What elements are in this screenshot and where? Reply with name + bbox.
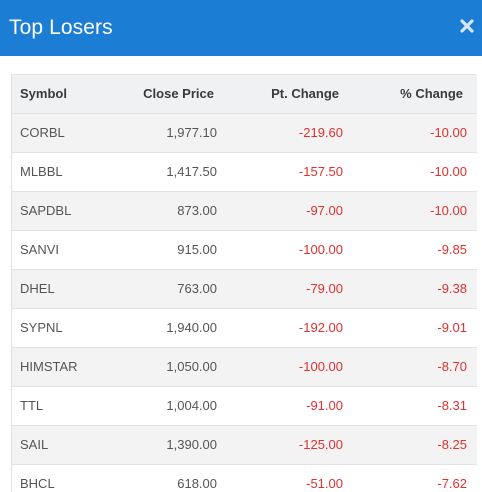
cell-symbol: BHCL (20, 476, 55, 492)
cell-close-price: 1,417.50 (166, 164, 217, 179)
cell-pt-change: -192.00 (298, 320, 343, 335)
cell-pt-change: -125.00 (298, 437, 343, 452)
cell-symbol: SAPDBL (20, 203, 72, 218)
cell-close-price: 618.00 (177, 476, 217, 492)
cell-symbol: CORBL (20, 125, 65, 140)
cell-close-price: 1,004.00 (166, 398, 217, 413)
cell-close-price: 915.00 (177, 242, 217, 257)
table-row[interactable]: MLBBL 1,417.50 -157.50 -10.00 (12, 152, 477, 191)
cell-symbol: SAIL (20, 437, 49, 452)
table-row[interactable]: SANVI 915.00 -100.00 -9.85 (12, 230, 477, 269)
cell-close-price: 1,977.10 (166, 125, 217, 140)
cell-symbol: SYPNL (20, 320, 63, 335)
cell-pt-change: -79.00 (306, 281, 343, 296)
cell-pt-change: -100.00 (298, 359, 343, 374)
cell-pt-change: -157.50 (298, 164, 343, 179)
cell-close-price: 1,940.00 (166, 320, 217, 335)
table-header-row: Symbol Close Price Pt. Change % Change (12, 75, 477, 113)
cell-pct-change: -9.38 (437, 281, 467, 296)
cell-pct-change: -9.01 (437, 320, 467, 335)
header-pt-change[interactable]: Pt. Change (271, 86, 339, 102)
cell-pct-change: -8.25 (437, 437, 467, 452)
cell-symbol: SANVI (20, 242, 60, 257)
cell-pt-change: -97.00 (306, 203, 343, 218)
cell-symbol: HIMSTAR (20, 359, 78, 374)
cell-close-price: 1,050.00 (166, 359, 217, 374)
close-icon[interactable] (459, 18, 475, 34)
table-row[interactable]: DHEL 763.00 -79.00 -9.38 (12, 269, 477, 308)
table-row[interactable]: BHCL 618.00 -51.00 -7.62 (12, 464, 477, 492)
cell-pct-change: -7.62 (437, 476, 467, 492)
header-close-price[interactable]: Close Price (143, 86, 214, 102)
cell-pt-change: -51.00 (306, 476, 343, 492)
losers-table: Symbol Close Price Pt. Change % Change C… (12, 75, 477, 492)
cell-pct-change: -10.00 (430, 203, 467, 218)
cell-symbol: TTL (20, 398, 44, 413)
cell-symbol: MLBBL (20, 164, 63, 179)
cell-pt-change: -100.00 (298, 242, 343, 257)
cell-symbol: DHEL (20, 281, 55, 296)
cell-pct-change: -8.31 (437, 398, 467, 413)
losers-table-container: Symbol Close Price Pt. Change % Change C… (11, 74, 477, 492)
cell-pct-change: -8.70 (437, 359, 467, 374)
modal-header: Top Losers (0, 0, 482, 56)
table-row[interactable]: SAPDBL 873.00 -97.00 -10.00 (12, 191, 477, 230)
cell-close-price: 873.00 (177, 203, 217, 218)
table-row[interactable]: SYPNL 1,940.00 -192.00 -9.01 (12, 308, 477, 347)
table-row[interactable]: CORBL 1,977.10 -219.60 -10.00 (12, 113, 477, 152)
modal-title: Top Losers (9, 16, 113, 39)
cell-close-price: 1,390.00 (166, 437, 217, 452)
cell-pt-change: -219.60 (298, 125, 343, 140)
cell-pct-change: -9.85 (437, 242, 467, 257)
cell-pct-change: -10.00 (430, 125, 467, 140)
cell-pt-change: -91.00 (306, 398, 343, 413)
table-row[interactable]: HIMSTAR 1,050.00 -100.00 -8.70 (12, 347, 477, 386)
table-row[interactable]: TTL 1,004.00 -91.00 -8.31 (12, 386, 477, 425)
cell-pct-change: -10.00 (430, 164, 467, 179)
header-symbol[interactable]: Symbol (20, 86, 67, 102)
table-row[interactable]: SAIL 1,390.00 -125.00 -8.25 (12, 425, 477, 464)
header-pct-change[interactable]: % Change (400, 86, 463, 102)
cell-close-price: 763.00 (177, 281, 217, 296)
